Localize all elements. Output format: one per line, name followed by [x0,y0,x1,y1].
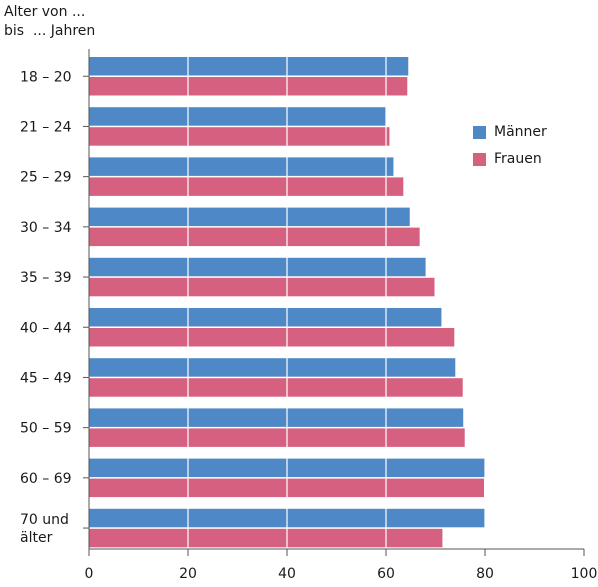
legend: Männer Frauen [473,121,547,175]
bar-maenner-3 [89,207,410,227]
y-tick-label-9: 70 und älter [20,512,69,546]
bar-maenner-0 [89,57,409,76]
x-tick-label-100: 100 [571,566,598,582]
y-tick-label-1: 21 – 24 [20,119,72,135]
legend-label-women: Frauen [494,151,542,167]
y-axis-title: Alter von ... bis ... Jahren [4,4,96,39]
x-tick-label-40: 40 [278,566,296,582]
bar-frauen-1 [89,127,390,146]
x-tick-label-80: 80 [476,566,494,582]
bar-maenner-5 [89,308,442,327]
x-tick-label-60: 60 [377,566,395,582]
y-tick-label-6: 45 – 49 [20,370,72,386]
bar-maenner-2 [89,157,394,176]
y-tick-label-4: 35 – 39 [20,270,72,286]
bar-frauen-4 [89,277,435,297]
bar-frauen-7 [89,428,465,447]
legend-item-women: Frauen [473,148,547,170]
legend-label-men: Männer [494,124,547,140]
bar-maenner-4 [89,257,426,277]
bar-frauen-2 [89,177,404,196]
bar-maenner-7 [89,408,464,427]
x-tick-label-20: 20 [179,566,197,582]
legend-swatch-women [473,152,486,166]
y-tick-label-8: 60 – 69 [20,471,72,487]
y-tick-label-7: 50 – 59 [20,421,72,437]
x-tick-label-0: 0 [85,566,94,582]
legend-swatch-men [473,125,486,139]
legend-item-men: Männer [473,121,547,143]
bar-frauen-6 [89,378,463,397]
bar-frauen-0 [89,77,408,96]
bar-frauen-9 [89,528,443,548]
bar-maenner-1 [89,107,386,126]
bar-frauen-3 [89,227,420,247]
y-tick-label-0: 18 – 20 [20,69,72,85]
y-tick-label-2: 25 – 29 [20,170,72,186]
bar-frauen-5 [89,328,455,347]
bar-maenner-6 [89,358,456,377]
y-tick-label-3: 30 – 34 [20,220,72,236]
y-tick-label-5: 40 – 44 [20,320,72,336]
